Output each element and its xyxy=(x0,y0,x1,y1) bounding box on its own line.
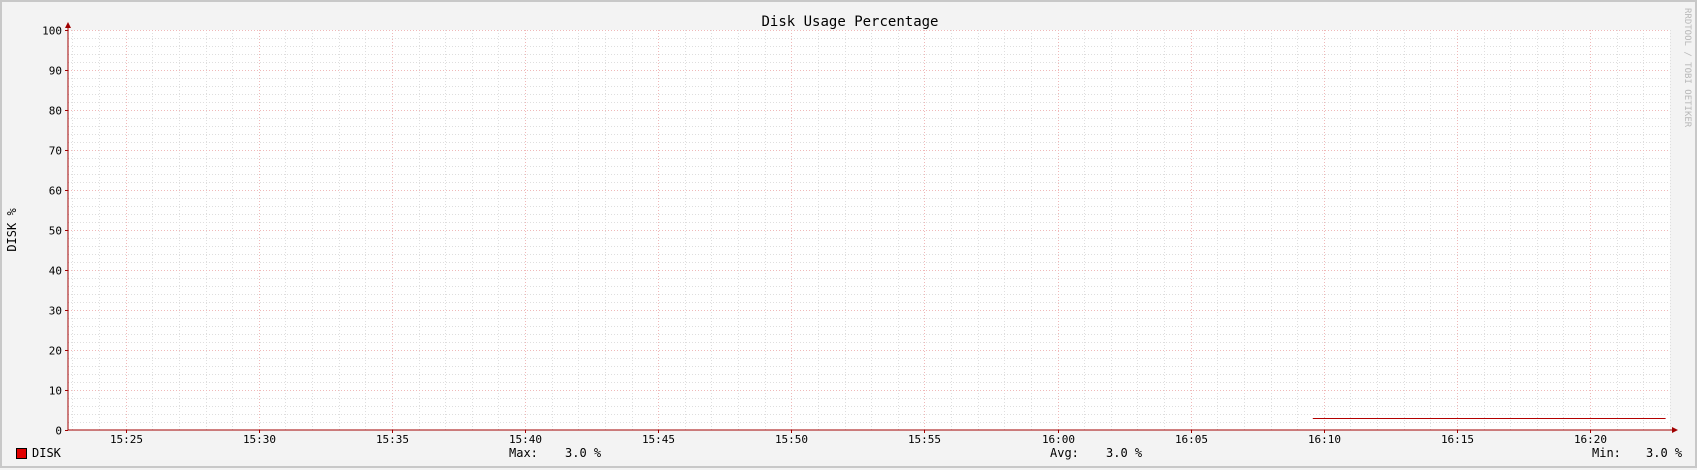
y-tick-label: 80 xyxy=(49,105,62,118)
x-tick-label: 15:50 xyxy=(775,433,808,446)
x-tick-label: 16:05 xyxy=(1175,433,1208,446)
watermark: RRDTOOL / TOBI OETIKER xyxy=(1682,8,1692,128)
legend-label-disk: DISK xyxy=(32,446,61,460)
stat-max-label: Max: xyxy=(509,446,538,460)
x-tick-label: 16:10 xyxy=(1308,433,1341,446)
x-tick-label: 15:30 xyxy=(243,433,276,446)
x-tick-label: 16:00 xyxy=(1042,433,1075,446)
stat-min-value: 3.0 % xyxy=(1646,446,1683,460)
y-tick-label: 50 xyxy=(49,225,62,238)
axes xyxy=(65,22,1678,433)
major-grid xyxy=(65,30,1670,433)
y-tick-label: 70 xyxy=(49,145,62,158)
stat-max-value: 3.0 % xyxy=(565,446,602,460)
x-tick-labels: 15:25 15:30 15:35 15:40 15:45 15:50 15:55 16:00… xyxy=(110,433,1607,446)
stat-min-label: Min: xyxy=(1592,446,1621,460)
stat-avg-label: Avg: xyxy=(1050,446,1079,460)
y-tick-label: 30 xyxy=(49,305,62,318)
y-tick-label: 40 xyxy=(49,265,62,278)
x-tick-label: 15:40 xyxy=(509,433,542,446)
y-tick-label: 60 xyxy=(49,185,62,198)
x-tick-label: 16:20 xyxy=(1574,433,1607,446)
x-tick-label: 15:25 xyxy=(110,433,143,446)
y-tick-label: 10 xyxy=(49,385,62,398)
y-tick-label: 20 xyxy=(49,345,62,358)
y-tick-label: 100 xyxy=(42,25,62,38)
x-axis-arrow-icon xyxy=(1672,427,1678,433)
legend: DISK Max: 3.0 % Avg: 3.0 % Min: 3.0 % xyxy=(16,446,1683,464)
chart-title: Disk Usage Percentage xyxy=(761,14,938,30)
legend-swatch-disk xyxy=(16,448,27,459)
y-axis-label: DISK % xyxy=(5,208,19,252)
x-tick-label: 15:45 xyxy=(642,433,675,446)
y-tick-labels: 0 10 20 30 40 50 60 70 80 90 100 xyxy=(42,25,62,438)
y-tick-label: 0 xyxy=(55,425,62,438)
x-tick-label: 16:15 xyxy=(1441,433,1474,446)
stat-avg-value: 3.0 % xyxy=(1106,446,1143,460)
y-axis-arrow-icon xyxy=(65,22,71,28)
y-tick-label: 90 xyxy=(49,65,62,78)
x-tick-label: 15:55 xyxy=(908,433,941,446)
x-tick-label: 15:35 xyxy=(376,433,409,446)
